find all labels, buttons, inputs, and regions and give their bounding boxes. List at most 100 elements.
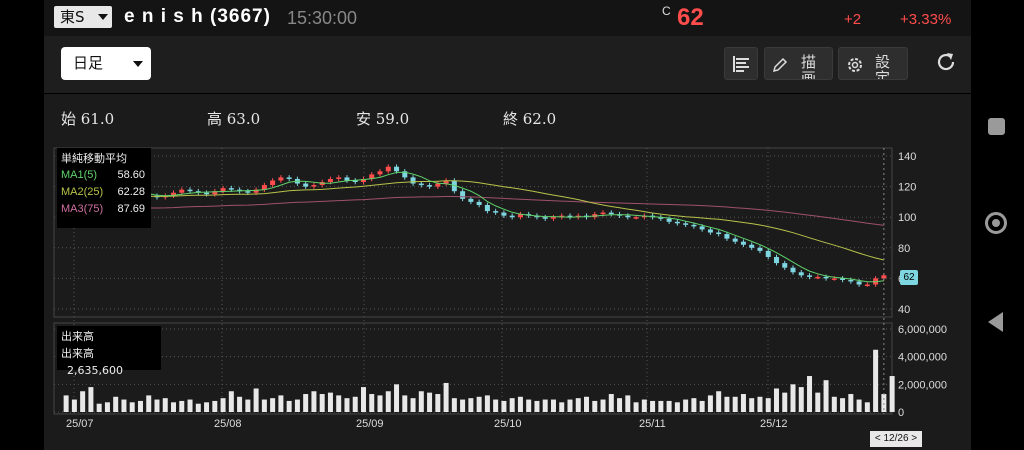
candle-body (509, 215, 515, 218)
draw-button[interactable]: 描画 (764, 47, 833, 80)
x-tick-label: 25/10 (494, 418, 522, 430)
candle-body (757, 247, 763, 251)
volume-bar (88, 387, 94, 412)
candle-body (402, 171, 408, 178)
ma3-value: 87.69 (117, 203, 145, 215)
market-label: 東S (60, 8, 85, 26)
stock-chart-app: 東S e n i s h (3667) 15:30:00 C 62 +2 +3.… (44, 0, 971, 450)
volume-bar (732, 396, 738, 412)
stock-time: 15:30:00 (287, 8, 358, 28)
date-cursor-tag[interactable]: < 12/26 > (870, 431, 922, 447)
volume-bar (435, 394, 441, 412)
volume-bar (336, 395, 342, 412)
ma3-line (66, 196, 884, 226)
home-button[interactable] (985, 212, 1007, 234)
price-volume-chart[interactable]: 1401201008060406,000,0004,000,0002,000,0… (44, 144, 971, 450)
volume-bar (146, 395, 152, 412)
period-label: 日足 (73, 54, 104, 72)
legend-title: 単純移動平均 (61, 152, 127, 165)
candle-body (179, 189, 185, 193)
volume-bar (394, 384, 400, 412)
candle-body (245, 191, 251, 193)
candle-body (542, 217, 548, 219)
volume-bar (171, 402, 177, 412)
volume-bar (600, 399, 606, 412)
settings-button[interactable]: 設定 (838, 47, 908, 80)
ma3-label: MA3(75) (61, 203, 104, 215)
candle-body (707, 229, 713, 233)
price-tick-label: 100 (898, 212, 916, 224)
candle-body (484, 204, 490, 212)
volume-bar (261, 399, 267, 412)
candle-body (815, 276, 821, 279)
volume-bar (352, 396, 358, 412)
market-select[interactable]: 東S (54, 6, 112, 28)
candle-body (831, 278, 837, 280)
candle-body (212, 191, 218, 195)
candle-body (493, 211, 499, 213)
volume-bar (873, 349, 879, 412)
volume-bar (724, 396, 730, 412)
candle-body (666, 218, 672, 222)
volume-bar (385, 391, 391, 412)
volume-bar (484, 395, 490, 412)
volume-bar (633, 402, 639, 412)
ma2-line (66, 180, 885, 261)
volume-bar (542, 399, 548, 412)
volume-bar (790, 384, 796, 412)
candle-body (187, 189, 193, 192)
candle-body (765, 250, 771, 257)
x-tick-label: 25/11 (639, 418, 666, 430)
x-tick-label: 25/07 (66, 418, 94, 430)
candle-body (501, 212, 507, 216)
moving-average-legend: 単純移動平均 MA1(5) 58.60 MA2(25) 62.28 MA3(75… (57, 148, 151, 228)
back-button[interactable] (988, 312, 1003, 332)
candle-body (740, 241, 746, 245)
candle-body (377, 171, 383, 175)
volume-bar (864, 402, 870, 412)
high-value: 高 63.0 (207, 110, 261, 128)
volume-bar (237, 396, 243, 412)
ma2-label: MA2(25) (61, 186, 104, 198)
candle-body (278, 177, 284, 181)
candle-body (840, 278, 846, 280)
candle-body (749, 244, 755, 248)
volume-bar (559, 402, 565, 412)
indicator-list-button[interactable] (724, 47, 758, 80)
candle-body (798, 272, 804, 276)
candle-body (716, 232, 722, 235)
volume-bar (650, 400, 656, 412)
volume-bar (658, 400, 664, 412)
candle-body (823, 276, 829, 279)
candle-body (674, 221, 680, 224)
volume-tick-label: 6,000,000 (898, 324, 947, 336)
volume-tick-label: 0 (898, 407, 904, 419)
candle-body (699, 226, 705, 230)
volume-bar (674, 402, 680, 412)
volume-bar (212, 400, 218, 412)
volume-bar (303, 394, 309, 412)
price-tick-label: 80 (898, 243, 910, 255)
volume-bar (63, 395, 69, 412)
draw-label: 描画 (801, 53, 825, 80)
candle-body (427, 185, 433, 187)
volume-bar (162, 398, 168, 412)
refresh-icon[interactable] (934, 50, 958, 74)
candle-body (476, 201, 482, 205)
volume-bar (840, 398, 846, 412)
candle-body (220, 188, 226, 192)
volume-bar (683, 399, 689, 412)
volume-bar (773, 388, 779, 412)
volume-bar (377, 395, 383, 412)
volume-bar (204, 402, 210, 412)
legend-ma3: MA3(75) 87.69 (61, 201, 147, 218)
candle-body (608, 212, 614, 215)
volume-bar (137, 400, 143, 412)
price-panel-frame (53, 147, 893, 318)
settings-label: 設定 (875, 53, 899, 80)
volume-bar (187, 399, 193, 412)
header-bar: 東S e n i s h (3667) 15:30:00 C 62 +2 +3.… (44, 0, 971, 36)
recent-apps-button[interactable] (988, 118, 1005, 135)
current-price-tag: 62 (900, 270, 918, 285)
period-select[interactable]: 日足 (61, 47, 151, 80)
